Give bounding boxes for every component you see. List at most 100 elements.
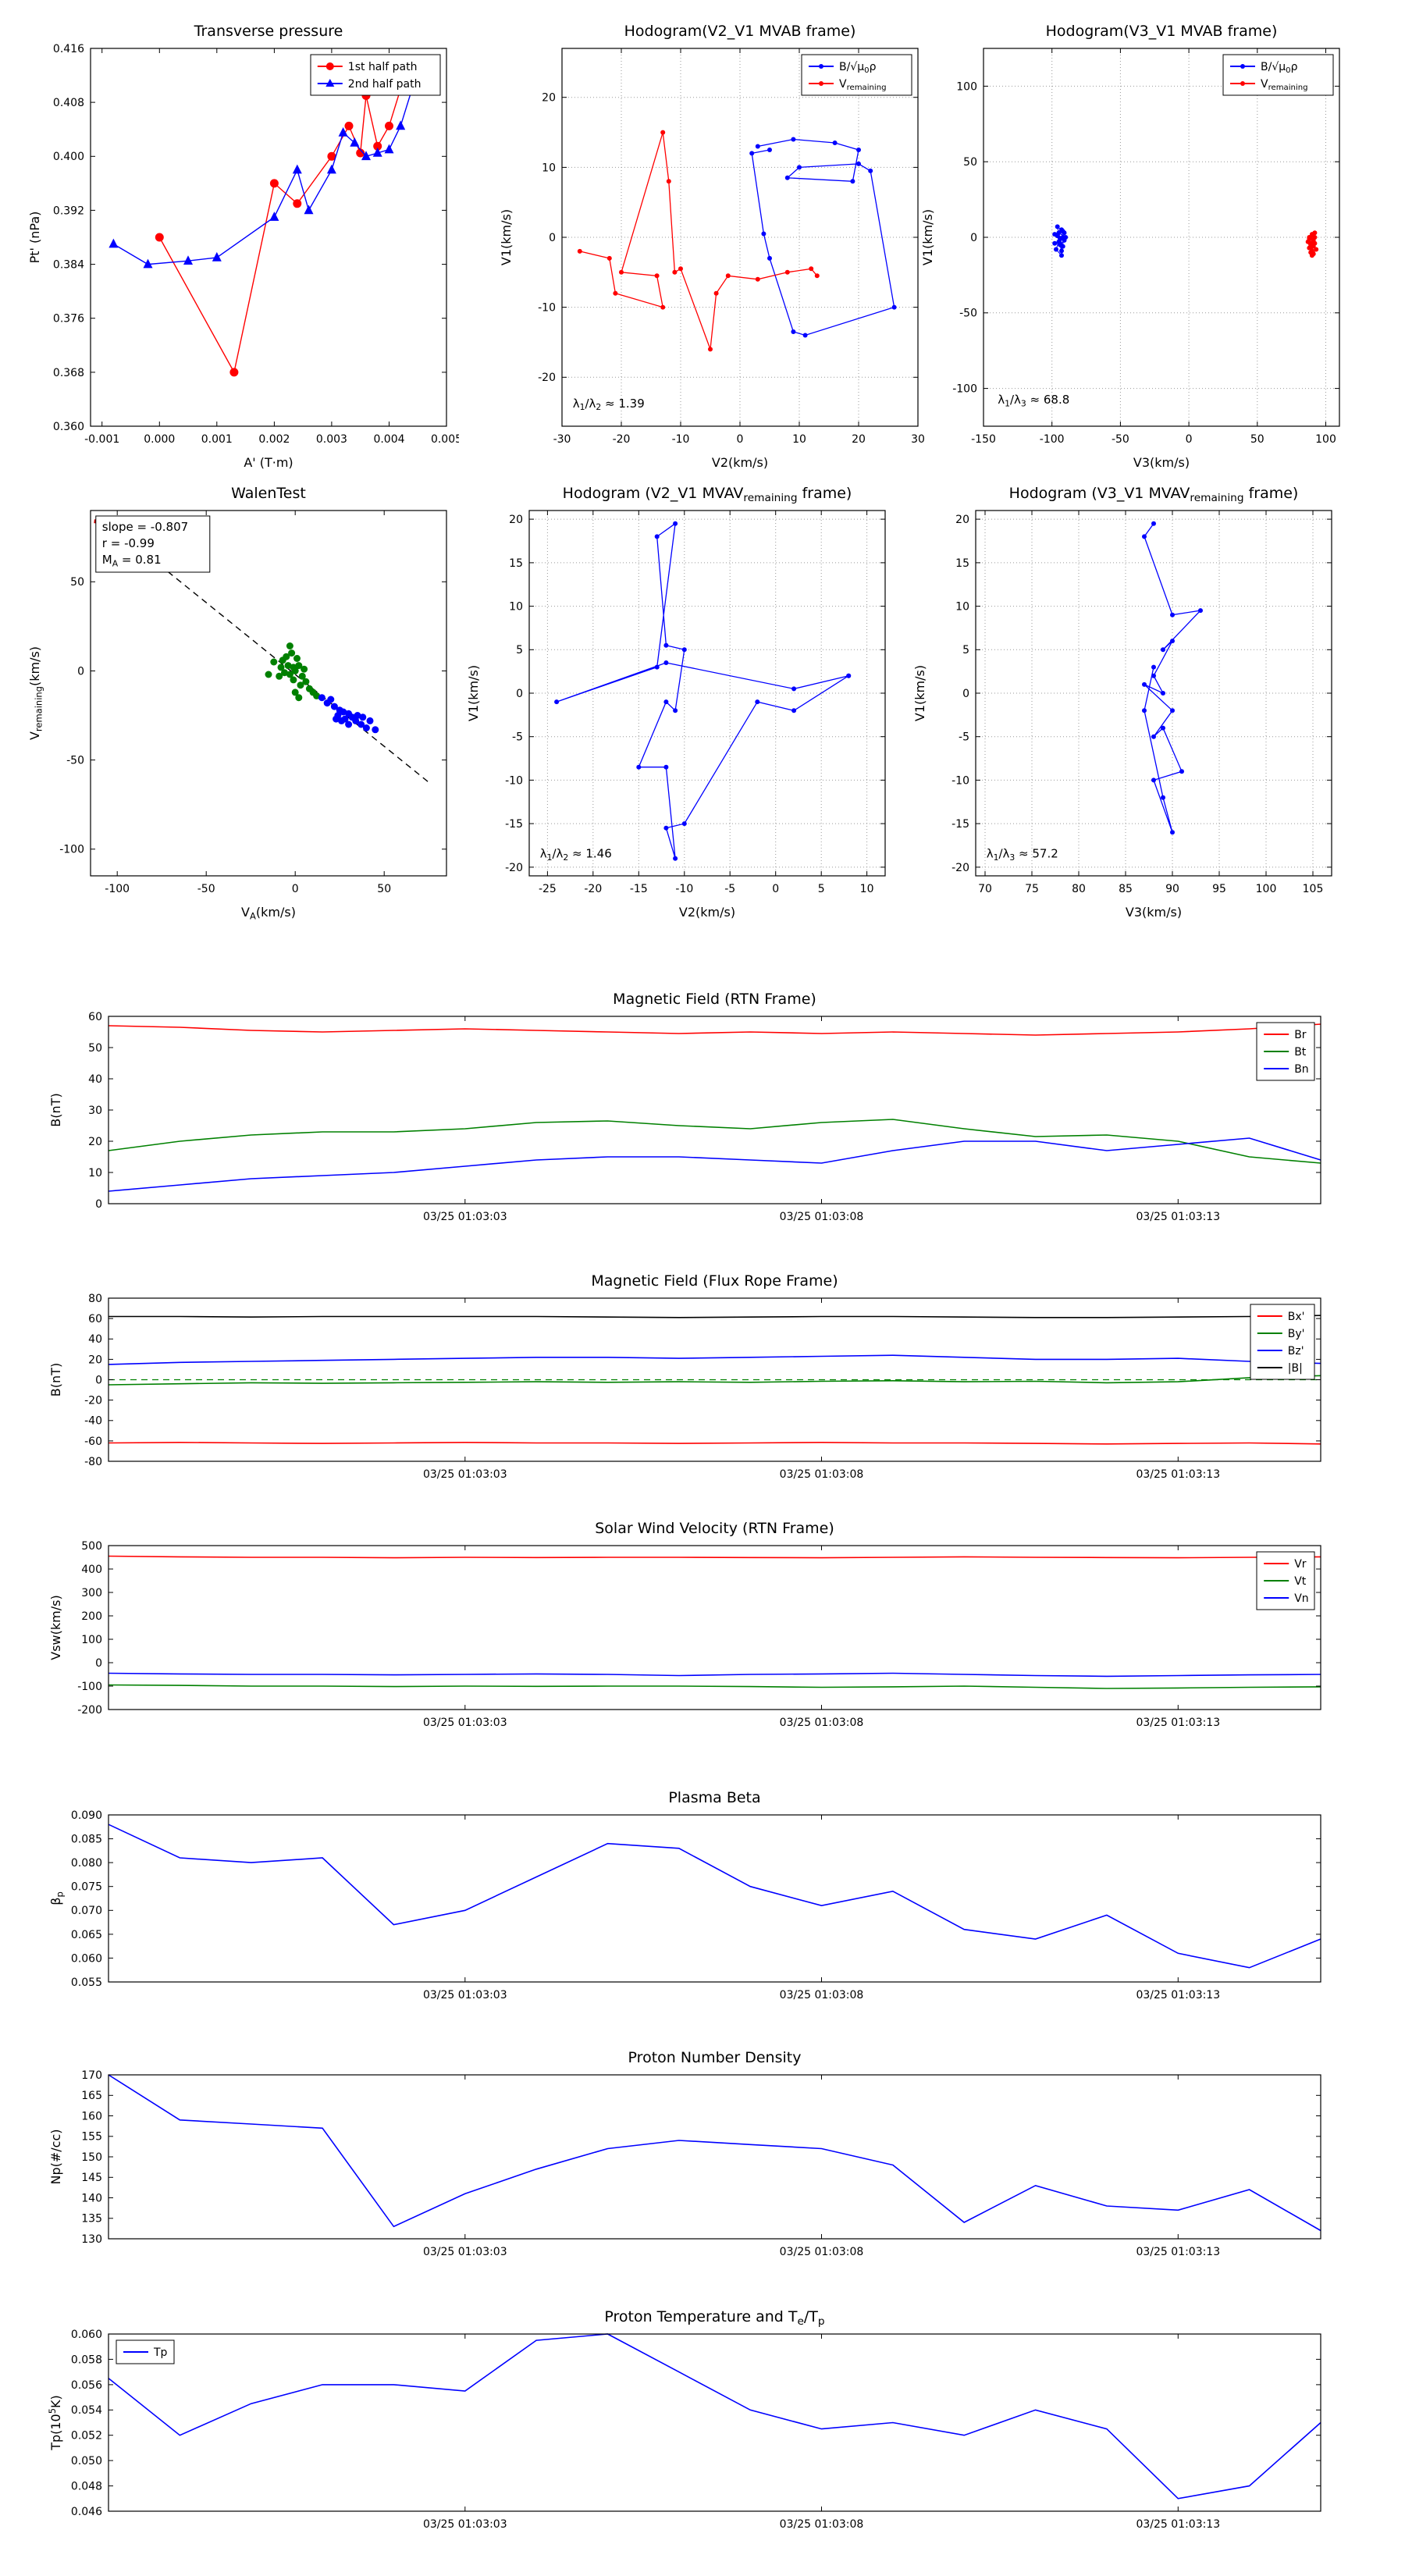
svg-text:slope = -0.807: slope = -0.807: [102, 520, 188, 534]
svg-text:0.060: 0.060: [71, 1952, 102, 1965]
svg-text:0: 0: [292, 883, 299, 895]
y-axis-label: Vsw(km/s): [48, 1595, 63, 1660]
svg-text:40: 40: [88, 1333, 102, 1346]
legend: Tp: [116, 2339, 175, 2364]
svg-text:80: 80: [88, 1293, 102, 1305]
chart-magnetic-field-flux-rope: 03/25 01:03:03 03/25 01:03:08 03/25 01:03:…: [46, 1270, 1332, 1488]
series-Vr: [108, 1555, 1321, 1559]
svg-text:03/25 01:03:03: 03/25 01:03:03: [423, 1717, 507, 1729]
svg-text:-100: -100: [952, 383, 977, 396]
series-Tp: [108, 2333, 1321, 2500]
svg-text:135: 135: [81, 2213, 102, 2226]
svg-text:15: 15: [955, 557, 969, 570]
svg-text:-20: -20: [505, 862, 523, 874]
svg-text:-15: -15: [630, 883, 648, 895]
svg-text:0.052: 0.052: [71, 2430, 102, 2443]
y-axis-label: Vremaining​(km/s): [27, 646, 44, 740]
axes-frame: [90, 48, 447, 427]
svg-text:λ1​/λ3​ ≈ 57.2: λ1​/λ3​ ≈ 57.2: [987, 847, 1058, 863]
svg-text:0.002: 0.002: [258, 433, 290, 446]
svg-text:-100: -100: [1040, 433, 1065, 446]
x-axis-label: A' (T·m): [244, 455, 293, 470]
svg-text:10: 10: [860, 883, 874, 895]
series-Vt: [108, 1684, 1321, 1689]
svg-text:0.075: 0.075: [71, 1881, 102, 1894]
chart-svg-magnetic-field-flux-rope: 03/25 01:03:03 03/25 01:03:08 03/25 01:03:…: [48, 1272, 1321, 1481]
svg-text:50: 50: [88, 1042, 102, 1055]
chart-hodogram-v2v1-mvab: -30 -20 -10 0 10 20 30 -20 -10 0 10 20 Hodogram(V2_V…: [493, 12, 930, 475]
chart-plasma-beta: 03/25 01:03:03 03/25 01:03:08 03/25 01:03:…: [46, 1787, 1332, 2008]
chart-svg-hodogram-v2v1-mvab: -30 -20 -10 0 10 20 30 -20 -10 0 10 20 Hodogram(V2_V…: [499, 23, 925, 470]
svg-text:0.376: 0.376: [53, 313, 84, 326]
svg-text:Vn: Vn: [1294, 1592, 1308, 1605]
svg-text:0.360: 0.360: [53, 421, 84, 433]
chart-hodogram-v3v1-mvav: 70 75 80 85 90 95 100 105 -20 -15 -10 -5 0 5 10 15 20 Hod…: [907, 475, 1344, 924]
svg-text:-30: -30: [553, 433, 571, 446]
svg-text:03/25 01:03:08: 03/25 01:03:08: [780, 1989, 864, 2001]
svg-text:-80: -80: [84, 1456, 102, 1468]
svg-text:03/25 01:03:08: 03/25 01:03:08: [780, 1717, 864, 1729]
svg-text:-20: -20: [584, 883, 602, 895]
x-axis-label: VA​(km/s): [241, 905, 296, 922]
svg-text:50: 50: [1250, 433, 1264, 446]
svg-text:0: 0: [549, 232, 556, 244]
svg-text:0: 0: [95, 1374, 102, 1386]
x-axis-label: V2(km/s): [712, 455, 768, 470]
svg-text:Tp: Tp: [153, 2347, 168, 2359]
svg-text:500: 500: [81, 1540, 102, 1553]
annotation: λ1​/λ2​ ≈ 1.39: [573, 397, 645, 412]
svg-text:100: 100: [1256, 883, 1277, 895]
legend: Br Bt Bn: [1256, 1022, 1315, 1081]
axes-frame: [108, 1545, 1321, 1710]
svg-text:60: 60: [88, 1011, 102, 1023]
svg-text:03/25 01:03:03: 03/25 01:03:03: [423, 2518, 507, 2531]
svg-text:100: 100: [81, 1634, 102, 1646]
svg-text:0: 0: [1186, 433, 1193, 446]
svg-text:140: 140: [81, 2192, 102, 2204]
chart-svg-transverse-pressure: -0.001 0.000 0.001 0.002 0.003 0.004 0.005 0.36…: [27, 23, 459, 470]
series-V: [1142, 521, 1203, 835]
svg-text:λ1​/λ2​ ≈ 1.39: λ1​/λ2​ ≈ 1.39: [573, 397, 645, 412]
svg-text:165: 165: [81, 2090, 102, 2102]
annotation: λ1​/λ2​ ≈ 1.46: [540, 847, 612, 863]
svg-text:100: 100: [1315, 433, 1336, 446]
svg-text:B/√μ0​ρ: B/√μ0​ρ: [1261, 61, 1298, 75]
svg-text:0.090: 0.090: [71, 1809, 102, 1822]
svg-text:Vt: Vt: [1294, 1575, 1307, 1588]
svg-text:10: 10: [88, 1167, 102, 1179]
series-V_remaining: [577, 130, 820, 352]
chart-title: Hodogram (V3_V1 MVAVremaining​ frame): [1009, 485, 1299, 504]
axes-frame: [108, 1016, 1321, 1204]
svg-text:03/25 01:03:03: 03/25 01:03:03: [423, 1989, 507, 2001]
svg-text:03/25 01:03:13: 03/25 01:03:13: [1136, 1989, 1220, 2001]
svg-text:50: 50: [963, 156, 977, 169]
series-Bt: [108, 1119, 1321, 1164]
svg-text:0: 0: [962, 688, 969, 700]
legend: Bx' By' Bz' |B|: [1250, 1304, 1315, 1380]
chart-svg-walen-test: -100 -50 0 50 -100 -50 0 50 WalenTest VA​(km/s) Vr…: [27, 485, 447, 922]
svg-text:By': By': [1288, 1328, 1305, 1340]
svg-text:5: 5: [962, 644, 969, 656]
svg-text:|B|: |B|: [1288, 1362, 1303, 1375]
svg-text:300: 300: [81, 1587, 102, 1599]
annotation: λ1​/λ3​ ≈ 57.2: [987, 847, 1058, 863]
chart-walen-test: -100 -50 0 50 -100 -50 0 50 WalenTest VA​(km/s) Vr…: [22, 475, 459, 924]
svg-text:λ1​/λ3​ ≈ 68.8: λ1​/λ3​ ≈ 68.8: [998, 393, 1069, 408]
svg-text:85: 85: [1119, 883, 1133, 895]
svg-text:20: 20: [509, 514, 523, 526]
svg-text:0.050: 0.050: [71, 2455, 102, 2467]
svg-text:20: 20: [852, 433, 866, 446]
svg-text:Vr: Vr: [1294, 1558, 1307, 1571]
svg-text:10: 10: [955, 601, 969, 614]
svg-text:0: 0: [772, 883, 779, 895]
svg-text:B/√μ0​ρ: B/√μ0​ρ: [839, 61, 877, 75]
series-Bn: [108, 1137, 1321, 1192]
svg-text:2nd half path: 2nd half path: [348, 78, 422, 91]
chart-title: Plasma Beta: [668, 1789, 760, 1806]
chart-hodogram-v3v1-mvab: -150 -100 -50 0 50 100 -100 -50 0 50 100 Hodogram(V…: [915, 12, 1352, 475]
series-beta: [108, 1823, 1321, 1969]
svg-text:-100: -100: [77, 1681, 102, 1693]
svg-text:Bn: Bn: [1294, 1063, 1308, 1076]
svg-text:-5: -5: [724, 883, 735, 895]
svg-text:70: 70: [978, 883, 992, 895]
